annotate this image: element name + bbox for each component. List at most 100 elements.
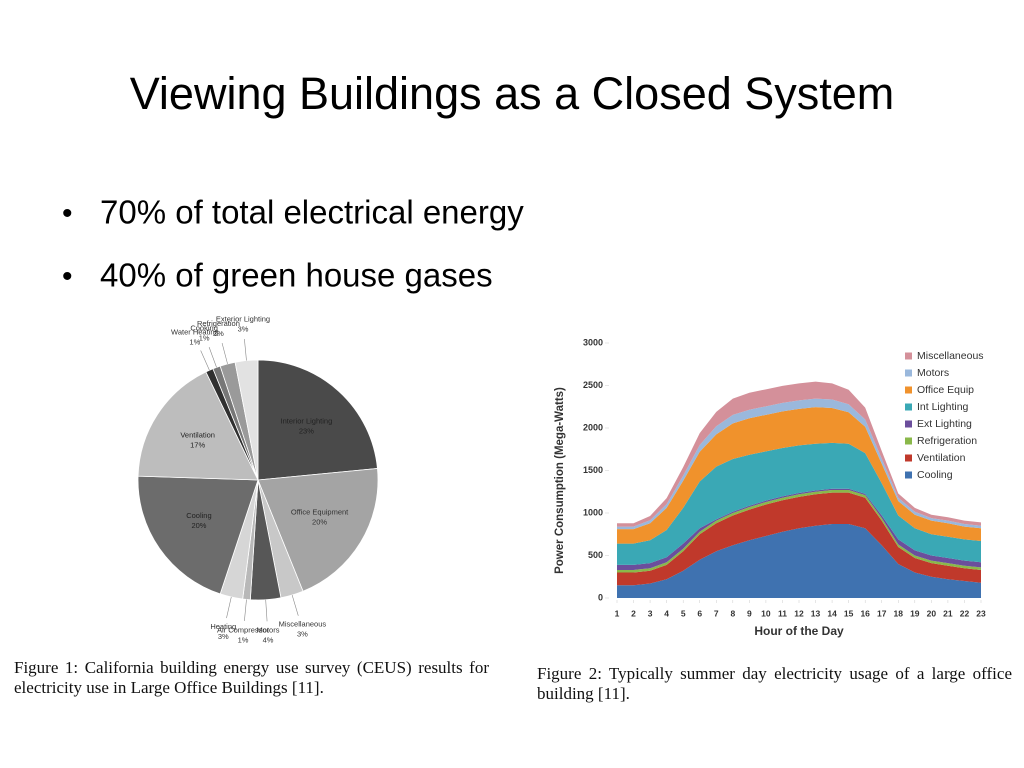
- y-axis-label: Power Consumption (Mega-Watts): [554, 387, 566, 574]
- pie-slice: [257, 468, 379, 592]
- y-tick-label: 1000: [583, 507, 603, 517]
- x-axis-label: Hour of the Day: [754, 624, 844, 638]
- area: [617, 381, 981, 527]
- pie-slice: [257, 359, 378, 481]
- leader-line: [244, 599, 247, 621]
- x-tick-label: 22: [960, 608, 970, 618]
- x-tick-label: 6: [697, 608, 702, 618]
- legend-label: Motors: [917, 367, 949, 379]
- x-tick-label: 23: [976, 608, 986, 618]
- slice-label: Air Compressor: [217, 625, 270, 634]
- bullet-dot: •: [62, 260, 73, 293]
- x-tick-label: 3: [648, 608, 653, 618]
- x-tick-label: 12: [794, 608, 804, 618]
- y-tick-label: 3000: [583, 337, 603, 347]
- area: [617, 442, 981, 565]
- legend-label: Office Equip: [917, 384, 974, 396]
- x-tick-label: 17: [877, 608, 887, 618]
- legend-label: Ventilation: [917, 452, 966, 464]
- slice-label: Refrigeration: [197, 319, 240, 328]
- slice-label: Exterior Lighting: [216, 315, 270, 324]
- bullet: 40% of green house gases: [100, 257, 493, 294]
- x-tick-label: 11: [778, 608, 787, 618]
- x-tick-label: 7: [714, 608, 719, 618]
- slice-label: Heating: [210, 622, 236, 631]
- y-tick-label: 2500: [583, 380, 603, 390]
- slice-value-label: 4%: [263, 636, 274, 645]
- slice-value-label: 1%: [238, 635, 249, 644]
- legend-label: Ext Lighting: [917, 418, 972, 430]
- legend-label: Miscellaneous: [917, 350, 984, 362]
- legend-label: Int Lighting: [917, 401, 969, 413]
- legend-swatch: [905, 420, 912, 428]
- x-tick-label: 10: [761, 608, 771, 618]
- slice-label: Ventilation: [180, 431, 215, 440]
- area: [617, 490, 981, 573]
- legend-swatch: [905, 369, 912, 377]
- x-tick-label: 21: [943, 608, 953, 618]
- x-tick-label: 14: [827, 608, 837, 618]
- legend-swatch: [905, 454, 912, 462]
- area: [617, 398, 981, 530]
- area: [617, 492, 981, 586]
- x-tick-label: 13: [811, 608, 821, 618]
- leader-line: [208, 347, 217, 368]
- slice-value-label: 1%: [199, 334, 210, 343]
- slice-label: Water Heating: [171, 327, 219, 336]
- slice-label: Office Equipment: [291, 507, 349, 516]
- pie-slice: [234, 359, 259, 481]
- slice-label: Miscellaneous: [279, 620, 327, 629]
- x-tick-label: 19: [910, 608, 920, 618]
- slice-label: Interior Lighting: [281, 417, 333, 426]
- y-tick-label: 0: [598, 592, 603, 602]
- slice-value-label: 2%: [213, 329, 224, 338]
- x-tick-label: 4: [664, 608, 669, 618]
- x-tick-label: 1: [615, 608, 620, 618]
- slice-label: Cooling: [186, 511, 211, 520]
- area: [617, 407, 981, 544]
- area: [617, 488, 981, 570]
- pie-slice: [137, 371, 259, 481]
- slice-value-label: 17%: [190, 441, 205, 450]
- x-tick-label: 5: [681, 608, 686, 618]
- leader-line: [221, 342, 228, 365]
- legend-label: Cooling: [917, 469, 953, 481]
- x-tick-label: 18: [894, 608, 904, 618]
- x-tick-label: 16: [860, 608, 870, 618]
- bullet: 70% of total electrical energy: [100, 194, 524, 231]
- legend-label: Refrigeration: [917, 435, 977, 447]
- y-tick-label: 500: [588, 550, 603, 560]
- slice-value-label: 23%: [299, 427, 314, 436]
- slide-title: Viewing Buildings as a Closed System: [130, 68, 895, 119]
- slice-value-label: 1%: [189, 337, 200, 346]
- slice-value-label: 20%: [312, 517, 327, 526]
- legend-swatch: [905, 403, 912, 411]
- figure-caption: Figure 1: California building energy use…: [14, 658, 489, 697]
- leader-line: [226, 596, 232, 619]
- slice-value-label: 3%: [218, 632, 229, 641]
- figure-caption: Figure 2: Typically summer day electrici…: [537, 664, 1012, 703]
- x-tick-label: 8: [730, 608, 735, 618]
- slice-value-label: 3%: [238, 325, 249, 334]
- slice-value-label: 3%: [297, 630, 308, 639]
- bullet-dot: •: [62, 197, 73, 230]
- legend-swatch: [905, 471, 912, 479]
- slice-label: Motors: [257, 626, 280, 635]
- slice-label: Cooking: [190, 324, 218, 333]
- area: [617, 524, 981, 598]
- legend-swatch: [905, 437, 912, 445]
- leader-line: [291, 594, 299, 616]
- pie-slice: [137, 475, 259, 595]
- y-tick-label: 2000: [583, 422, 603, 432]
- x-tick-label: 2: [631, 608, 636, 618]
- leader-line: [200, 350, 210, 371]
- x-tick-label: 20: [927, 608, 937, 618]
- leader-line: [244, 339, 247, 361]
- y-tick-label: 1500: [583, 465, 603, 475]
- slice-value-label: 20%: [191, 521, 206, 530]
- x-tick-label: 15: [844, 608, 854, 618]
- leader-line: [265, 599, 268, 622]
- legend-swatch: [905, 386, 912, 394]
